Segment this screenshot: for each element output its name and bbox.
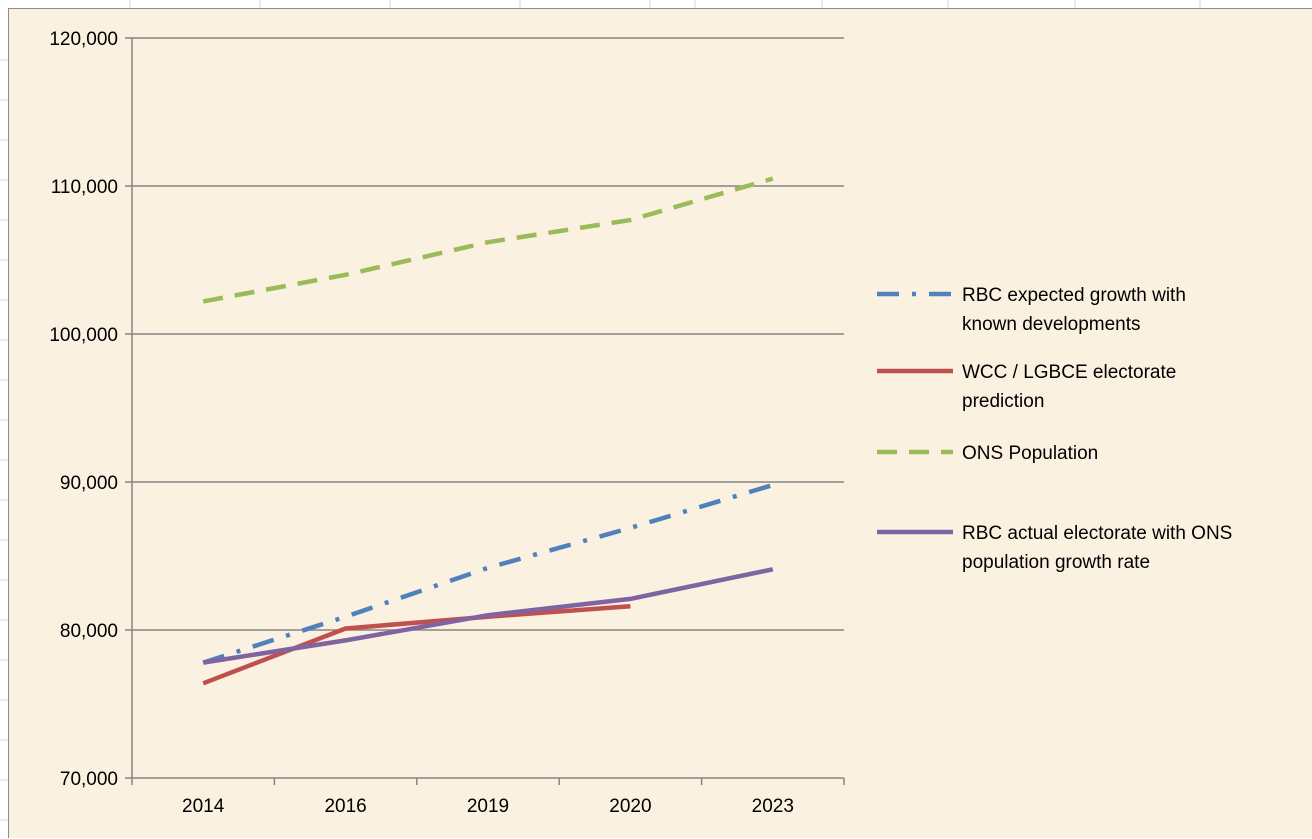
y-tick-label-4: 110,000 [51, 177, 118, 198]
series-line-2 [202, 176, 774, 304]
x-tick-label-3: 2020 [609, 796, 651, 817]
chart-area[interactable]: 70,000 80,000 90,000 100,000 110,000 120,000 2… [8, 8, 1312, 838]
x-tick-label-0: 2014 [182, 796, 225, 817]
legend-label-2-0: ONS Population [962, 443, 1098, 464]
series-line-3 [202, 567, 774, 665]
series-line-1 [202, 604, 631, 686]
y-tick-label-3: 100,000 [49, 325, 118, 346]
y-tick-label-5: 120,000 [49, 29, 118, 50]
line-chart: 70,000 80,000 90,000 100,000 110,000 120,000 2… [49, 29, 1232, 817]
y-tick-label-0: 70,000 [60, 769, 118, 790]
legend-label-3-0: RBC actual electorate with ONS [962, 523, 1232, 544]
legend-label-1-0: WCC / LGBCE electorate [962, 362, 1176, 383]
legend-label-0-0: RBC expected growth with [962, 285, 1186, 306]
legend-label-3-1: population growth rate [962, 552, 1150, 573]
y-tick-label-2: 90,000 [60, 473, 118, 494]
series-line-0 [202, 482, 774, 665]
x-tick-label-1: 2016 [324, 796, 366, 817]
x-tick-label-4: 2023 [752, 796, 794, 817]
x-tick-label-2: 2019 [467, 796, 509, 817]
legend-label-1-1: prediction [962, 391, 1044, 412]
y-tick-label-1: 80,000 [60, 621, 118, 642]
legend-label-0-1: known developments [962, 314, 1141, 335]
